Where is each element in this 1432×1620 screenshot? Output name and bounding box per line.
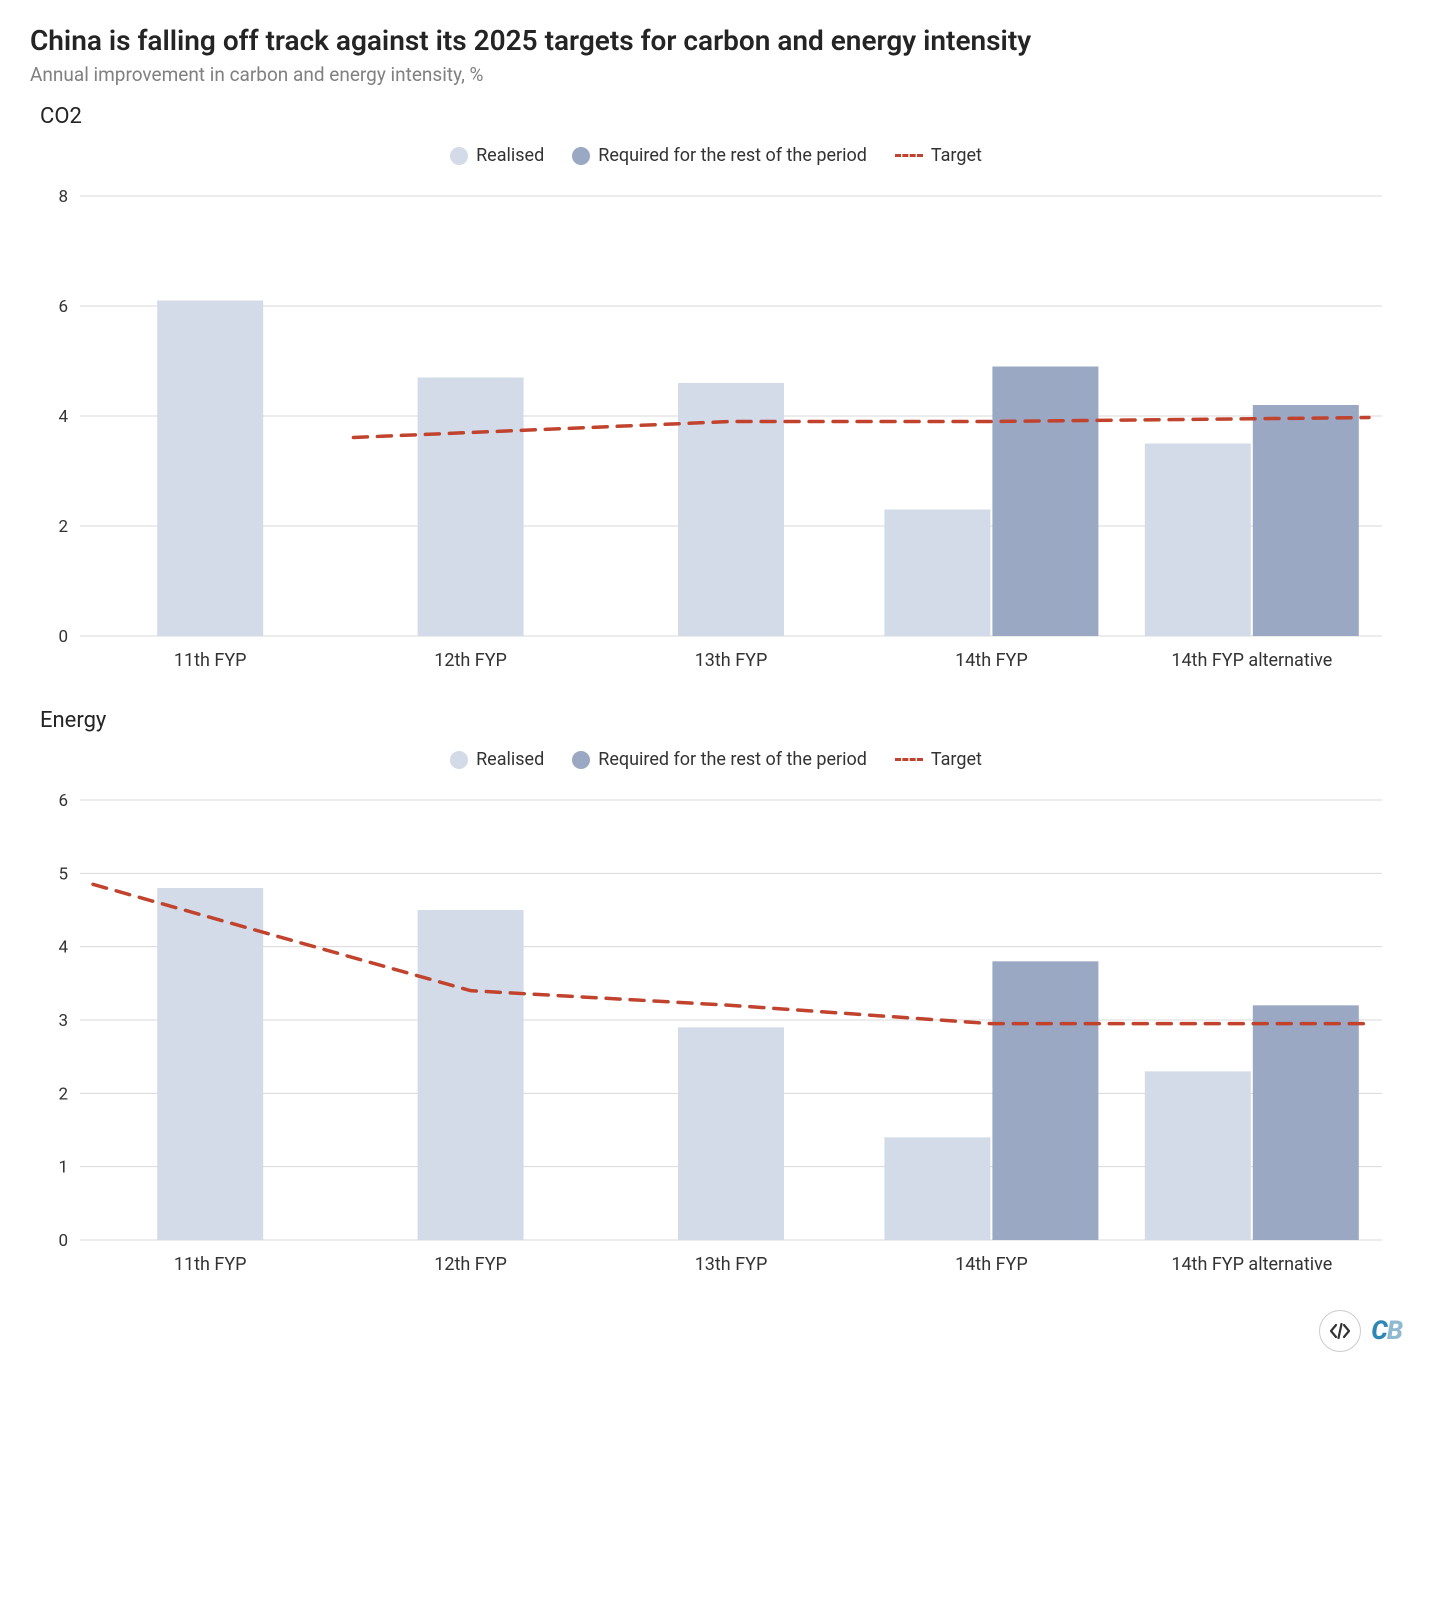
bar-realised: [678, 1027, 784, 1240]
legend-item-target: Target: [895, 145, 982, 166]
x-category-label: 13th FYP: [695, 650, 768, 671]
x-category-label: 11th FYP: [174, 1254, 247, 1275]
bar-required: [1253, 1005, 1359, 1240]
y-tick-label: 4: [58, 938, 68, 958]
x-category-label: 12th FYP: [434, 650, 507, 671]
bar-required: [1253, 405, 1359, 636]
legend-item-realised: Realised: [450, 145, 544, 166]
x-category-label: 14th FYP alternative: [1171, 1254, 1332, 1275]
bar-realised: [157, 888, 263, 1240]
legend-item-target: Target: [895, 749, 982, 770]
y-tick-label: 3: [58, 1011, 68, 1031]
bar-realised: [1145, 1071, 1251, 1240]
bar-realised: [884, 1137, 990, 1240]
x-category-label: 14th FYP: [955, 650, 1028, 671]
legend-energy: Realised Required for the rest of the per…: [30, 749, 1402, 770]
legend-label: Realised: [476, 145, 544, 166]
cb-logo: CB: [1371, 1316, 1402, 1346]
panels-container: CO2 Realised Required for the rest of the …: [30, 104, 1402, 1300]
required-swatch-icon: [572, 147, 590, 165]
x-category-label: 14th FYP: [955, 1254, 1028, 1275]
panel-title-energy: Energy: [40, 708, 1402, 733]
x-category-label: 12th FYP: [434, 1254, 507, 1275]
legend-label: Target: [931, 145, 982, 166]
y-tick-label: 6: [58, 297, 68, 317]
target-line: [93, 884, 1369, 1023]
bar-realised: [157, 301, 263, 637]
y-tick-label: 4: [58, 407, 68, 427]
y-tick-label: 0: [58, 627, 68, 647]
chart-title: China is falling off track against its 2…: [30, 24, 1402, 57]
legend-label: Required for the rest of the period: [598, 749, 867, 770]
legend-item-realised: Realised: [450, 749, 544, 770]
y-tick-label: 8: [58, 187, 68, 207]
y-tick-label: 2: [58, 517, 68, 537]
y-tick-label: 6: [58, 791, 68, 811]
bar-required: [992, 367, 1098, 637]
embed-button[interactable]: [1319, 1310, 1361, 1352]
bar-realised: [1145, 444, 1251, 637]
chart-subtitle: Annual improvement in carbon and energy …: [30, 63, 1402, 86]
target-swatch-icon: [895, 758, 923, 761]
realised-swatch-icon: [450, 147, 468, 165]
chart-footer: CB: [30, 1310, 1402, 1352]
y-tick-label: 0: [58, 1231, 68, 1251]
bar-realised: [418, 910, 524, 1240]
legend-label: Realised: [476, 749, 544, 770]
bar-required: [992, 961, 1098, 1240]
chart-co2: 0 2 4 6 8 11th FYP 12th FYP 13th FYP 14th FYP 14t…: [30, 176, 1402, 696]
x-category-label: 11th FYP: [174, 650, 247, 671]
bar-realised: [418, 378, 524, 637]
code-icon: [1329, 1323, 1351, 1339]
y-tick-label: 1: [58, 1158, 68, 1178]
legend-label: Required for the rest of the period: [598, 145, 867, 166]
chart-energy: 0 1 2 3 4 5 6 11th FYP 12th FYP 13th FYP 14th FYP 1…: [30, 780, 1402, 1300]
required-swatch-icon: [572, 751, 590, 769]
realised-swatch-icon: [450, 751, 468, 769]
y-tick-label: 5: [58, 864, 68, 884]
legend-item-required: Required for the rest of the period: [572, 145, 867, 166]
legend-co2: Realised Required for the rest of the per…: [30, 145, 1402, 166]
legend-label: Target: [931, 749, 982, 770]
bar-realised: [884, 510, 990, 637]
y-tick-label: 2: [58, 1084, 68, 1104]
panel-title-co2: CO2: [40, 104, 1402, 129]
target-swatch-icon: [895, 154, 923, 157]
x-category-label: 14th FYP alternative: [1171, 650, 1332, 671]
legend-item-required: Required for the rest of the period: [572, 749, 867, 770]
x-category-label: 13th FYP: [695, 1254, 768, 1275]
